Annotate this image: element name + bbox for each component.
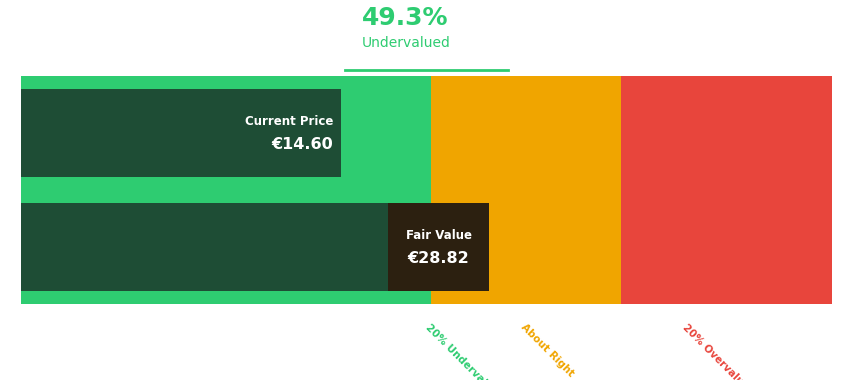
Bar xyxy=(430,76,620,304)
Text: Current Price: Current Price xyxy=(245,115,333,128)
Text: Undervalued: Undervalued xyxy=(361,36,450,51)
Text: 49.3%: 49.3% xyxy=(361,6,447,30)
Bar xyxy=(21,76,430,304)
Text: €28.82: €28.82 xyxy=(407,251,469,266)
Text: €14.60: €14.60 xyxy=(271,137,333,152)
Bar xyxy=(388,203,489,291)
Text: Fair Value: Fair Value xyxy=(406,229,471,242)
Text: About Right: About Right xyxy=(519,322,575,379)
Text: 20% Undervalued: 20% Undervalued xyxy=(423,322,504,380)
Bar xyxy=(21,203,430,291)
Bar xyxy=(21,89,341,177)
Text: 20% Overvalued: 20% Overvalued xyxy=(680,322,754,380)
Bar xyxy=(620,76,831,304)
